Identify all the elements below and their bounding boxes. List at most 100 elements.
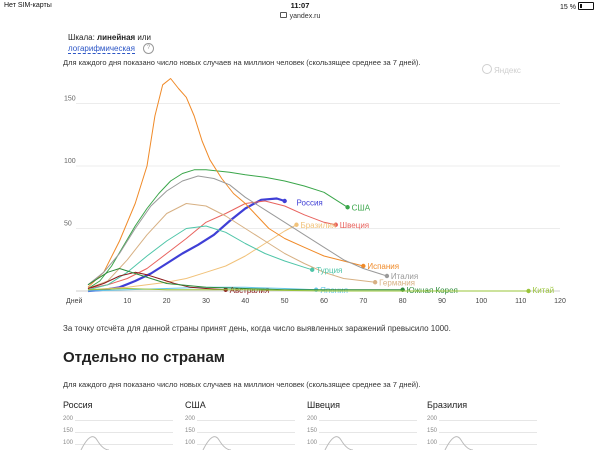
mini-chart-gridline [439, 432, 537, 433]
mini-chart-curve [324, 436, 354, 450]
series-line [87, 203, 376, 289]
x-tick-label: 60 [320, 298, 328, 305]
series-end-point [361, 263, 366, 269]
series-line [87, 268, 403, 291]
x-tick-label: 120 [554, 298, 566, 305]
address-bar[interactable]: yandex.ru [0, 12, 600, 24]
mini-chart-line [444, 436, 474, 450]
clock: 11:07 [290, 1, 310, 10]
mini-chart-tick: 100 [185, 440, 196, 446]
mini-chart-line [80, 436, 110, 450]
watermark-text: Яндекс [494, 66, 521, 75]
scale-toggle: Шкала: линейная или [68, 33, 151, 42]
series-label: Россия [297, 198, 323, 207]
series-end-point [282, 198, 287, 204]
battery-status: 15 % [560, 2, 594, 11]
series-label: США [352, 203, 371, 212]
mini-chart-tick: 200 [63, 416, 74, 422]
x-tick-label: 110 [515, 298, 526, 305]
series-label: Швеция [340, 221, 369, 230]
mini-chart: Швеция 200 150 100 [307, 400, 417, 450]
series-end-point [384, 273, 390, 279]
series-line [87, 288, 529, 292]
mini-chart-curve [202, 436, 232, 450]
series-end-point [333, 222, 338, 227]
status-bar: Нет SIM-карты 11:07 15 % [0, 0, 600, 12]
series-line [87, 169, 348, 289]
series-line [87, 175, 388, 286]
mini-chart: Бразилия 200 150 100 [427, 400, 537, 450]
scale-log-option[interactable]: логарифмическая [68, 44, 135, 54]
mini-chart-gridline [75, 432, 173, 433]
series-end-point [310, 267, 315, 272]
reference-note: За точку отсчёта для данной страны приня… [63, 324, 451, 333]
scale-or-text: или [137, 33, 152, 42]
info-icon[interactable]: ? [143, 43, 154, 54]
mini-chart-tick: 150 [427, 428, 438, 434]
x-tick-label: 10 [123, 298, 131, 305]
mini-chart-gridline [75, 444, 173, 445]
series-label: Китай [533, 286, 555, 295]
series-line [87, 224, 297, 291]
mini-chart-gridline [75, 420, 173, 421]
mini-chart-title: Швеция [307, 400, 340, 410]
x-tick-label: Дней [66, 297, 82, 305]
series-label: Германия [379, 278, 415, 287]
battery-percent: 15 % [560, 4, 576, 11]
x-tick-label: 40 [241, 298, 249, 305]
mini-chart-tick: 200 [185, 416, 196, 422]
section-title: Отдельно по странам [63, 349, 225, 366]
series-label: Турция [316, 266, 342, 275]
yandex-logo-icon [482, 64, 492, 74]
mini-chart-tick: 200 [427, 416, 438, 422]
x-tick-label: 90 [438, 298, 446, 305]
mini-chart-gridline [439, 444, 537, 445]
mini-chart-curve [444, 436, 474, 450]
mini-chart-tick: 100 [427, 440, 438, 446]
mini-chart-curve [80, 436, 110, 450]
series-label: Южная Корея [407, 286, 458, 295]
series-end-point [294, 222, 299, 227]
series-line [87, 271, 226, 291]
series-label: Бразилия [300, 221, 336, 230]
yandex-watermark: Яндекс [482, 64, 521, 75]
mini-chart: Россия 200 150 100 [63, 400, 173, 450]
y-tick-label: 150 [64, 96, 76, 103]
mini-chart-tick: 100 [63, 440, 74, 446]
mini-chart-tick: 100 [307, 440, 318, 446]
x-tick-label: 50 [281, 298, 289, 305]
mini-chart: США 200 150 100 [185, 400, 295, 450]
series-line [87, 200, 336, 289]
mini-chart-title: Россия [63, 400, 93, 410]
series-label: Испания [367, 262, 399, 271]
x-tick-label: 80 [399, 298, 407, 305]
y-tick-label: 50 [64, 221, 72, 228]
mini-chart-title: Бразилия [427, 400, 468, 410]
mini-chart-tick: 150 [185, 428, 196, 434]
scale-label: Шкала: [68, 33, 95, 42]
mini-chart-gridline [319, 420, 417, 421]
mini-chart-tick: 150 [307, 428, 318, 434]
series-label: Италия [391, 272, 418, 281]
x-tick-label: 20 [163, 298, 171, 305]
url-text[interactable]: yandex.ru [289, 13, 321, 20]
scale-linear-option[interactable]: линейная [97, 33, 136, 42]
mini-chart-gridline [439, 420, 537, 421]
series-end-point [372, 280, 378, 285]
section-description: Для каждого дня показано число новых слу… [63, 380, 421, 389]
x-tick-label: 70 [359, 298, 367, 305]
lock-icon [279, 12, 287, 18]
mini-chart-gridline [197, 420, 295, 421]
mini-chart-line [324, 436, 354, 450]
mini-chart-tick: 150 [63, 428, 74, 434]
mini-chart-tick: 200 [307, 416, 318, 422]
series-line [87, 197, 286, 293]
mini-chart-gridline [197, 444, 295, 445]
mini-chart-gridline [197, 432, 295, 433]
mini-chart-line [202, 436, 232, 450]
mini-chart-title: США [185, 400, 206, 410]
series-end-point [345, 205, 350, 210]
x-tick-label: 100 [475, 298, 487, 305]
mini-chart-gridline [319, 432, 417, 433]
